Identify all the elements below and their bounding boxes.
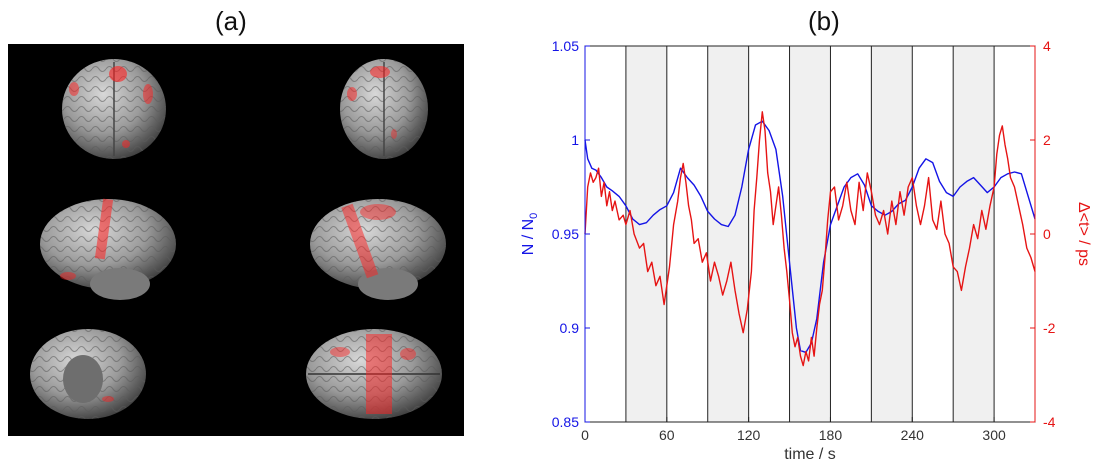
brain-renderings-panel bbox=[8, 44, 464, 436]
x-axis-label: time / s bbox=[784, 446, 836, 463]
y-left-axis-label-sub: 0 bbox=[528, 213, 540, 219]
y-left-tick-label: 0.95 bbox=[552, 226, 579, 242]
series-line-left bbox=[584, 120, 1036, 354]
block-boundaries-layer bbox=[625, 46, 995, 422]
x-tick-label: 120 bbox=[737, 427, 761, 443]
y-left-axis-label-main: N / N bbox=[520, 219, 537, 255]
y-left-tick-label: 0.85 bbox=[552, 414, 579, 430]
y-right-tick-label: -4 bbox=[1043, 414, 1056, 430]
stimulus-block-3 bbox=[871, 46, 913, 422]
x-tick-label: 0 bbox=[581, 427, 589, 443]
y-left-tick-label: 1 bbox=[571, 132, 579, 148]
x-tick-label: 240 bbox=[901, 427, 925, 443]
brain-right-lateral-view bbox=[310, 199, 446, 300]
panel-b-label: (b) bbox=[808, 6, 840, 36]
stimulus-block-1 bbox=[707, 46, 749, 422]
y-left-axis-label: N / N0 bbox=[520, 213, 540, 256]
brain-posterior-view bbox=[340, 59, 428, 159]
stimulus-block-4 bbox=[953, 46, 995, 422]
stimulus-block-2 bbox=[789, 46, 831, 422]
stimulus-block-0 bbox=[625, 46, 667, 422]
y-right-tick-label: 4 bbox=[1043, 38, 1051, 54]
y-right-tick-label: -2 bbox=[1043, 320, 1056, 336]
timecourse-chart: 0 60 120 180 240 300 0.85 0.9 0.95 1 1.05 -4 -2 0 2 4 t… bbox=[520, 38, 1092, 463]
y-right-axis-label: Δ<t> / ps bbox=[1075, 202, 1092, 266]
x-tick-label: 180 bbox=[819, 427, 843, 443]
series-line-right bbox=[584, 111, 1036, 367]
x-tick-label: 300 bbox=[982, 427, 1006, 443]
tick-layer: 0 60 120 180 240 300 0.85 0.9 0.95 1 1.05 -4 -2 0 2 4 bbox=[552, 38, 1056, 443]
series-layer bbox=[584, 111, 1036, 367]
y-right-tick-label: 0 bbox=[1043, 226, 1051, 242]
y-left-tick-label: 0.9 bbox=[560, 320, 580, 336]
brain-inferior-view bbox=[30, 329, 146, 419]
brain-left-lateral-view bbox=[40, 198, 176, 300]
y-left-tick-label: 1.05 bbox=[552, 38, 579, 54]
brain-superior-view bbox=[306, 329, 442, 419]
stimulus-blocks-layer bbox=[625, 46, 995, 422]
x-tick-label: 60 bbox=[659, 427, 675, 443]
y-right-tick-label: 2 bbox=[1043, 132, 1051, 148]
brain-anterior-view bbox=[62, 59, 166, 159]
panel-a-label: (a) bbox=[215, 6, 247, 36]
